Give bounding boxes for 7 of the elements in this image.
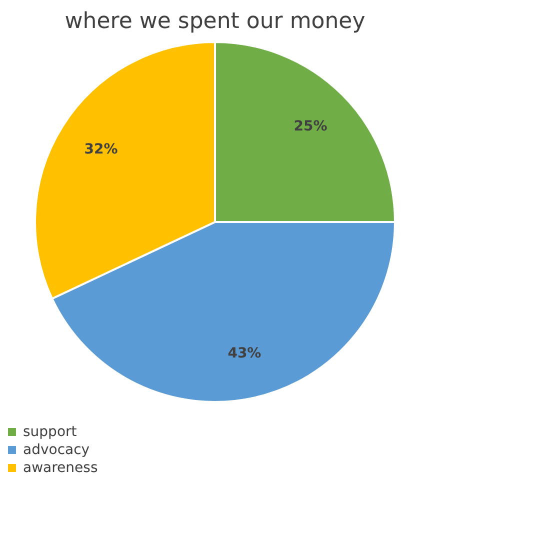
data-label: 32% [84, 142, 118, 158]
legend-label: support [23, 424, 78, 440]
legend-label: awareness [23, 460, 98, 476]
data-label: 43% [228, 346, 262, 362]
chart-title: where we spent our money [64, 9, 366, 34]
data-label: 25% [294, 118, 328, 135]
legend-label: advocacy [23, 442, 90, 458]
